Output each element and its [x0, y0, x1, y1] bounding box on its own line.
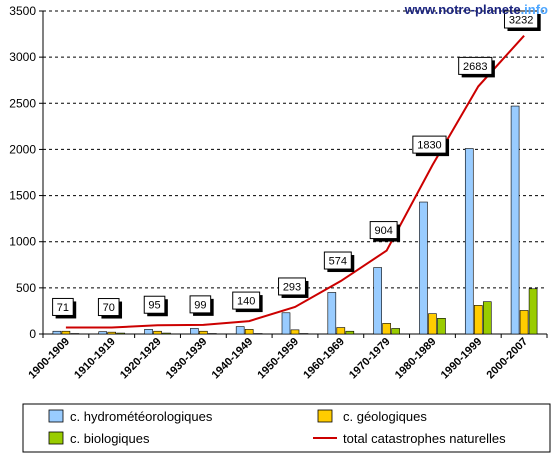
data-label-box — [503, 10, 539, 29]
y-tick-label: 500 — [16, 281, 36, 295]
data-label-box — [232, 291, 261, 310]
data-label-box — [278, 277, 306, 296]
legend-swatch-geo — [317, 409, 333, 423]
bar-geo — [290, 329, 300, 335]
bar-bio — [482, 301, 492, 335]
bars — [52, 105, 538, 335]
legend: c. hydrométéorologiques c. géologiques c… — [22, 403, 551, 453]
y-tick-label: 2000 — [9, 142, 36, 156]
data-label: 140 — [237, 296, 255, 308]
bar-hydro — [144, 329, 153, 335]
legend-swatch-hydro — [48, 409, 64, 423]
watermark-main: www.notre-planete — [404, 2, 521, 17]
bar-geo — [428, 313, 437, 335]
data-label: 3232 — [509, 15, 533, 27]
bar-bio — [116, 332, 126, 335]
bar-bio — [162, 332, 171, 335]
data-label-box — [369, 221, 398, 240]
data-label-box — [412, 135, 447, 154]
bar-hydro — [419, 201, 428, 335]
legend-label-bio: c. biologiques — [70, 431, 150, 446]
data-label: 904 — [374, 225, 392, 237]
data-label-box — [458, 56, 493, 75]
bar-bio — [391, 328, 400, 335]
total-line — [65, 35, 525, 329]
y-tick-labels: 0 500 1000 1500 2000 2500 3000 3500 — [9, 4, 36, 341]
data-labels: 71 70 95 99 140 293 574 904 1830 2683 3232 — [52, 10, 541, 319]
data-label: 1830 — [417, 140, 441, 152]
bar-geo — [153, 330, 162, 335]
bar-hydro — [281, 312, 291, 335]
bar-hydro — [52, 330, 62, 335]
x-tick-label: 1970-1979 — [347, 336, 393, 382]
bar-hydro — [327, 292, 337, 335]
x-tick-label: 1910-1919 — [72, 336, 118, 382]
data-label: 71 — [57, 302, 69, 314]
bar-hydro — [464, 148, 474, 335]
bar-hydro — [373, 267, 382, 335]
x-tick-label: 1950-1959 — [255, 336, 301, 382]
legend-box — [22, 403, 551, 453]
y-tick-label: 3000 — [9, 50, 36, 64]
bar-geo — [336, 327, 346, 335]
data-label: 293 — [283, 281, 301, 293]
watermark-tld: .info — [521, 2, 548, 17]
bar-geo — [61, 330, 71, 335]
bar-bio — [528, 288, 538, 335]
bar-bio — [345, 330, 355, 335]
x-tick-label: 1930-1939 — [164, 336, 210, 382]
data-label: 70 — [103, 302, 115, 314]
data-label: 2683 — [463, 61, 487, 73]
bar-geo — [519, 310, 529, 335]
bar-hydro — [510, 105, 520, 335]
y-tick-label: 0 — [29, 327, 36, 341]
bar-geo — [107, 331, 117, 335]
grid-lines — [43, 10, 547, 289]
bar-geo — [473, 305, 483, 335]
x-tick-label: 2000-2007 — [485, 336, 531, 382]
x-tick-label: 1980-1989 — [393, 336, 439, 382]
x-tick-label: 1990-1999 — [439, 336, 485, 382]
legend-label-hydro: c. hydrométéorologiques — [70, 409, 213, 424]
total-line-path — [65, 35, 525, 329]
y-tick-label: 2500 — [9, 96, 36, 110]
data-label-box — [189, 295, 212, 314]
data-label: 99 — [194, 299, 206, 311]
legend-swatch-bio — [48, 431, 64, 445]
watermark: www.notre-planete.info — [404, 2, 548, 17]
data-label-box — [97, 298, 120, 317]
y-tick-label: 1500 — [9, 189, 36, 203]
bar-geo — [382, 323, 391, 335]
legend-label-total: total catastrophes naturelles — [343, 431, 506, 446]
bar-geo — [199, 330, 208, 335]
bar-hydro — [190, 328, 199, 335]
x-tick-label: 1900-1909 — [26, 336, 72, 382]
legend-label-geo: c. géologiques — [343, 409, 427, 424]
x-tick-label: 1940-1949 — [210, 336, 256, 382]
y-tick-label: 1000 — [9, 235, 36, 249]
x-tick-label: 1960-1969 — [301, 336, 347, 382]
data-label-box — [143, 295, 166, 314]
data-label: 95 — [148, 300, 160, 312]
x-tick-label: 1920-1929 — [118, 336, 164, 382]
bar-hydro — [235, 326, 245, 335]
bar-bio — [437, 318, 446, 335]
data-label: 574 — [329, 256, 347, 268]
bar-geo — [244, 329, 254, 335]
data-label-box — [323, 251, 352, 270]
data-label-box — [52, 297, 74, 316]
bar-hydro — [98, 331, 108, 335]
y-tick-label: 3500 — [9, 4, 36, 18]
x-tick-labels: 1900-1909 1910-1919 1920-1929 1930-1939 1940… — [26, 336, 530, 382]
